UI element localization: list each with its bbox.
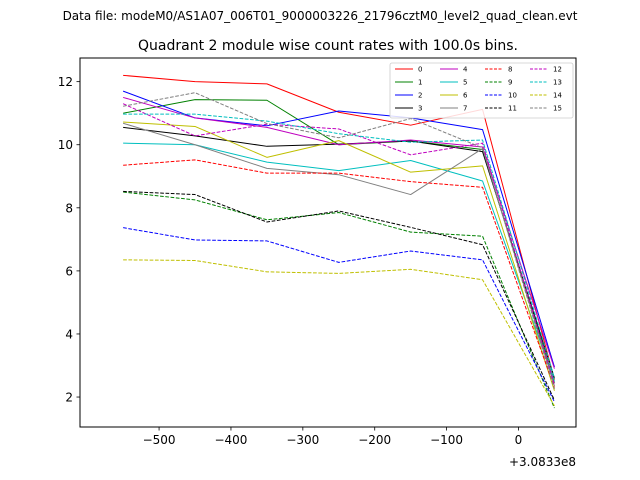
x-tick-label: −500 — [143, 433, 176, 447]
series-line-12 — [122, 103, 555, 385]
series-line-14 — [123, 259, 555, 407]
legend-label-12: 12 — [553, 66, 562, 74]
series-line-8 — [123, 159, 555, 388]
legend-label-7: 7 — [463, 105, 467, 113]
legend-label-11: 11 — [508, 105, 517, 113]
legend-label-4: 4 — [463, 66, 468, 74]
legend-label-6: 6 — [463, 92, 468, 100]
series-line-6 — [123, 121, 555, 391]
plot-area — [79, 57, 577, 428]
x-tick-label: 0 — [515, 433, 523, 447]
axes-frame — [79, 57, 577, 428]
y-tick-label: 4 — [65, 327, 73, 341]
legend-label-3: 3 — [418, 105, 422, 113]
series-line-15 — [123, 92, 555, 390]
legend-label-14: 14 — [553, 92, 562, 100]
legend-label-13: 13 — [553, 79, 562, 87]
legend-label-1: 1 — [418, 79, 422, 87]
y-tick-label: 6 — [65, 264, 73, 278]
x-offset-label: +3.0833e8 — [509, 455, 576, 469]
chart-title: Quadrant 2 module wise count rates with … — [138, 38, 518, 54]
y-tick-label: 2 — [65, 391, 73, 405]
x-axis: −500 −400 −300 −200 −100 0 — [143, 427, 523, 447]
series-line-10 — [123, 227, 555, 402]
y-tick-label: 12 — [58, 75, 73, 89]
y-axis: 2 4 6 8 10 12 — [58, 75, 80, 405]
series-layer — [122, 74, 555, 409]
series-line-9 — [123, 191, 555, 409]
legend-frame — [389, 62, 574, 119]
series-line-3 — [123, 126, 555, 379]
x-tick-label: −100 — [430, 433, 463, 447]
figure-suptitle: Data file: modeM0/AS1A07_006T01_90000032… — [63, 9, 578, 23]
y-tick-label: 10 — [58, 138, 73, 152]
legend-label-10: 10 — [508, 92, 517, 100]
x-tick-label: −300 — [286, 433, 319, 447]
legend-label-8: 8 — [508, 66, 512, 74]
legend-label-2: 2 — [418, 92, 422, 100]
series-line-4 — [122, 96, 555, 369]
x-tick-label: −200 — [358, 433, 391, 447]
series-line-13 — [123, 113, 555, 379]
y-tick-label: 8 — [65, 201, 73, 215]
legend-label-5: 5 — [463, 79, 467, 87]
legend-label-9: 9 — [508, 79, 512, 87]
legend-label-15: 15 — [553, 105, 562, 113]
x-tick-label: −400 — [214, 433, 247, 447]
series-line-11 — [123, 190, 555, 401]
legend-label-0: 0 — [418, 66, 422, 74]
